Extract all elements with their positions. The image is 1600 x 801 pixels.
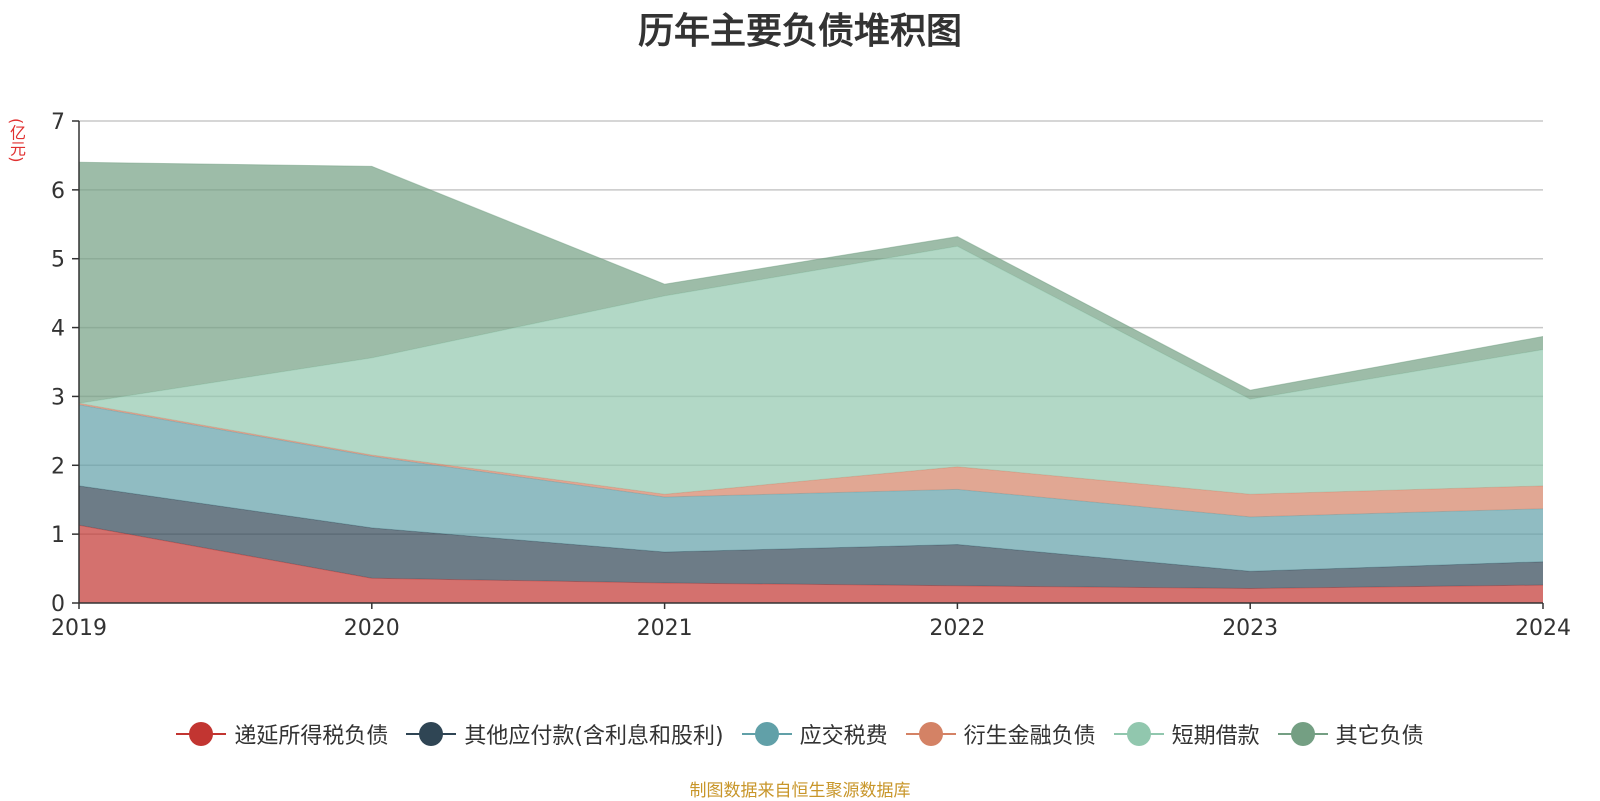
legend-label: 应交税费 bbox=[799, 724, 888, 749]
x-tick-label: 2021 bbox=[637, 616, 693, 641]
legend-marker-dot bbox=[754, 722, 779, 746]
y-tick-label: 2 bbox=[51, 454, 65, 479]
area-series-4 bbox=[79, 246, 1543, 495]
x-tick-label: 2020 bbox=[344, 616, 400, 641]
x-tick-label: 2024 bbox=[1515, 616, 1571, 641]
legend-item[interactable]: 其他应付款(含利息和股利) bbox=[406, 718, 724, 750]
legend-label: 其它负债 bbox=[1335, 724, 1424, 749]
legend-marker bbox=[741, 722, 792, 746]
source-note: 制图数据来自恒生聚源数据库 bbox=[689, 781, 911, 801]
legend-marker-dot bbox=[189, 722, 214, 746]
area-series-2 bbox=[79, 404, 1543, 572]
y-axis-unit-label: (亿元) bbox=[7, 118, 26, 163]
area-line-5 bbox=[78, 161, 1544, 391]
legend-marker-dot bbox=[918, 722, 943, 746]
legend-item[interactable]: 应交税费 bbox=[741, 718, 888, 750]
legend-label: 短期借款 bbox=[1171, 724, 1260, 749]
legend-label: 其他应付款(含利息和股利) bbox=[464, 724, 724, 749]
legend-marker-dot bbox=[1290, 722, 1315, 746]
legend-marker bbox=[905, 722, 956, 746]
y-tick-label: 0 bbox=[51, 592, 65, 617]
area-series bbox=[78, 161, 1544, 603]
legend-item[interactable]: 短期借款 bbox=[1113, 718, 1260, 750]
legend-item[interactable]: 衍生金融负债 bbox=[905, 718, 1096, 750]
y-tick-label: 3 bbox=[51, 385, 65, 410]
legend-item[interactable]: 其它负债 bbox=[1277, 718, 1424, 750]
area-series-5 bbox=[79, 162, 1543, 404]
legend-marker bbox=[1113, 722, 1164, 746]
y-tick-label: 5 bbox=[51, 248, 65, 273]
y-tick-label: 4 bbox=[51, 317, 65, 342]
x-tick-label: 2023 bbox=[1222, 616, 1278, 641]
legend-marker bbox=[406, 722, 457, 746]
y-tick-label: 7 bbox=[51, 110, 65, 135]
legend: 递延所得税负债 其他应付款(含利息和股利) 应交税费 衍生金融负债 短期借款 其它负债 bbox=[0, 718, 1600, 750]
area-series-3 bbox=[79, 403, 1543, 517]
y-tick-label: 6 bbox=[51, 179, 65, 204]
x-tick-label: 2019 bbox=[51, 616, 107, 641]
y-tick-label: 1 bbox=[51, 523, 65, 548]
x-tick-label: 2022 bbox=[929, 616, 985, 641]
legend-marker-dot bbox=[1126, 722, 1151, 746]
area-series-1 bbox=[79, 485, 1543, 589]
legend-label: 衍生金融负债 bbox=[963, 724, 1096, 749]
legend-item[interactable]: 递延所得税负债 bbox=[176, 718, 388, 750]
legend-marker bbox=[176, 722, 227, 746]
chart-title: 历年主要负债堆积图 bbox=[637, 11, 962, 52]
legend-label: 递延所得税负债 bbox=[234, 724, 389, 749]
area-series-0 bbox=[79, 525, 1543, 603]
stacked-area-chart: 0 1 2 3 4 5 6 7 2019 2020 2021 2022 2023 2024 bbox=[51, 110, 1571, 641]
axes: 0 1 2 3 4 5 6 7 2019 2020 2021 2022 2023 2024 bbox=[51, 110, 1571, 641]
legend-marker bbox=[1277, 722, 1328, 746]
legend-marker-dot bbox=[419, 722, 444, 746]
